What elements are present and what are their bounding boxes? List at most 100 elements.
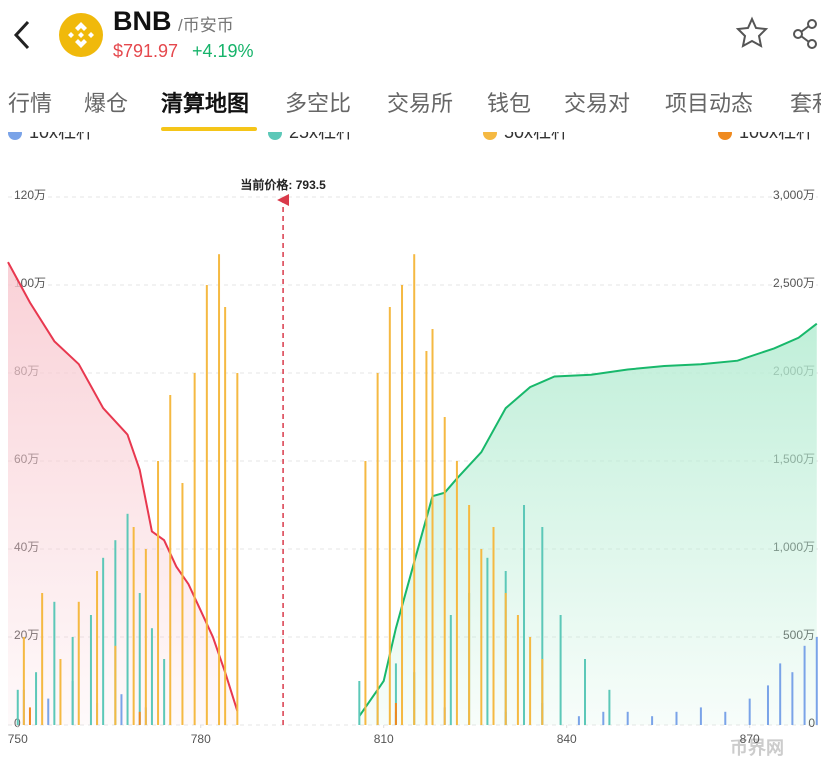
liquidation-bar: [181, 483, 184, 725]
liquidation-bar: [541, 527, 544, 725]
x-tick-label: 750: [8, 732, 28, 746]
liquidation-bar: [157, 461, 160, 725]
liquidation-bar: [53, 601, 56, 725]
liquidation-bar: [626, 711, 629, 725]
liquidation-bar: [523, 505, 526, 725]
liquidation-bar: [577, 716, 580, 725]
x-tick-label: 840: [557, 732, 577, 746]
liquidation-bar: [71, 637, 74, 725]
cumulative-line: [7, 261, 239, 712]
liquidation-bar: [138, 593, 141, 725]
liquidation-bar: [132, 527, 135, 725]
x-tick-label: 870: [740, 732, 760, 746]
price-change: +4.19%: [192, 41, 254, 61]
liquidation-bar: [468, 505, 471, 725]
coin-name: /币安币: [178, 16, 234, 35]
liquidation-bar: [150, 628, 153, 725]
liquidation-bar: [529, 637, 532, 725]
liquidation-bar: [584, 659, 587, 725]
liquidation-bar: [224, 307, 227, 725]
liquidation-bar: [443, 417, 446, 725]
liquidation-bar: [144, 549, 147, 725]
liquidation-bar: [486, 557, 489, 725]
tab[interactable]: 交易对: [564, 91, 631, 116]
liquidation-bar: [22, 637, 25, 725]
x-tick-label: 780: [191, 732, 211, 746]
cumulative-line: [358, 322, 818, 717]
active-tab-indicator: [161, 127, 257, 131]
liquidation-bar: [455, 461, 458, 725]
liquidation-bar: [394, 663, 397, 725]
watermark: 币界网: [730, 738, 784, 758]
x-tick-label: 810: [374, 732, 394, 746]
liquidation-bar: [96, 571, 99, 725]
liquidation-bar: [413, 254, 416, 725]
tab[interactable]: 交易所: [387, 91, 454, 116]
liquidation-bar: [59, 659, 62, 725]
liquidation-bar: [126, 513, 129, 725]
liquidation-bar: [47, 698, 50, 725]
share-button[interactable]: [793, 19, 817, 49]
liquidation-bar: [41, 593, 44, 725]
liquidation-bar: [394, 703, 397, 725]
liquidation-bar: [699, 707, 702, 725]
liquidation-bar: [114, 645, 117, 725]
tab[interactable]: 行情: [8, 91, 53, 116]
tab[interactable]: 项目动态: [665, 91, 754, 116]
liquidation-bar: [431, 329, 434, 725]
liquidation-bar: [425, 351, 428, 725]
liquidation-bar: [516, 615, 519, 725]
tab[interactable]: 多空比: [285, 91, 352, 116]
liquidation-bar: [193, 373, 196, 725]
tab[interactable]: 套利: [790, 91, 821, 116]
y2-tick-label: 3,000万: [773, 188, 815, 202]
liquidation-bar: [364, 461, 367, 725]
favorite-button[interactable]: [735, 16, 769, 48]
liquidation-bar: [541, 659, 544, 725]
liquidation-bar: [724, 711, 727, 725]
header-icons: [13, 13, 817, 131]
liquidation-bar: [205, 285, 208, 725]
tab[interactable]: 爆仓: [84, 91, 129, 116]
logo-mark: [68, 22, 94, 48]
liquidation-bar: [803, 645, 806, 725]
price: $791.97: [113, 41, 179, 61]
y-tick-label: 120万: [14, 188, 46, 202]
liquidation-bar: [559, 615, 562, 725]
liquidation-bar: [35, 672, 38, 725]
liquidation-bar: [608, 689, 611, 725]
liquidation-bar: [492, 527, 495, 725]
tab[interactable]: 钱包: [487, 91, 532, 116]
liquidation-bar: [815, 637, 818, 725]
liquidation-bar: [675, 711, 678, 725]
back-button[interactable]: [13, 20, 30, 50]
liquidation-bar: [236, 373, 239, 725]
liquidation-bar: [114, 540, 117, 725]
liquidation-bar: [218, 254, 221, 725]
liquidation-bar: [504, 593, 507, 725]
liquidation-bar: [651, 716, 654, 725]
liquidation-bar: [102, 557, 105, 725]
liquidation-bar: [138, 711, 141, 725]
liquidation-bar: [480, 549, 483, 725]
cumulative-area: [359, 323, 817, 725]
tab[interactable]: 清算地图: [161, 91, 250, 116]
liquidation-bar: [163, 659, 166, 725]
liquidation-bar: [358, 681, 361, 725]
liquidation-bar: [779, 663, 782, 725]
liquidation-bar: [401, 285, 404, 725]
header: BNB /币安币 $791.97 +4.19% 行情 爆仓 清算地图 多空比 交易所 钱包…: [0, 0, 821, 132]
liquidation-bar: [77, 601, 80, 725]
liquidation-bar: [791, 672, 794, 725]
liquidation-bar: [28, 707, 31, 725]
liquidation-bar: [388, 307, 391, 725]
y2-tick-label: 2,500万: [773, 276, 815, 290]
liquidation-bar: [16, 689, 19, 725]
cumulative-area: [8, 262, 238, 725]
liquidation-bar: [376, 373, 379, 725]
liquidation-bar: [89, 615, 92, 725]
liquidation-bar: [120, 694, 123, 725]
coin-symbol: BNB: [113, 6, 172, 36]
